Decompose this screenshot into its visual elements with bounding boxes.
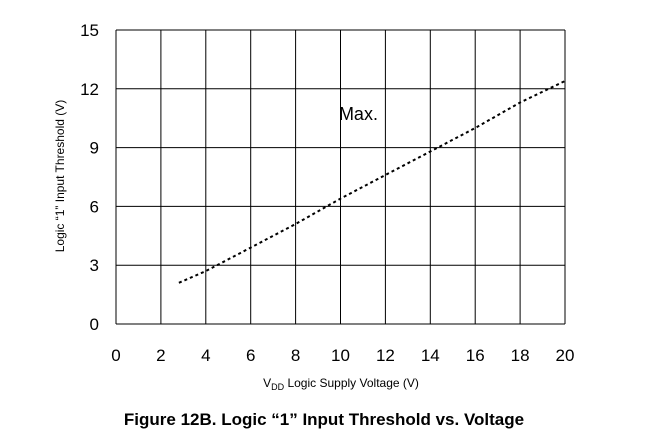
x-tick-label: 8 (291, 346, 300, 365)
y-tick-label: 0 (90, 315, 99, 334)
x-tick-label: 14 (421, 346, 440, 365)
y-axis-title: Logic “1” Input Threshold (V) (53, 100, 67, 253)
x-tick-label: 0 (111, 346, 120, 365)
figure-caption: Figure 12B. Logic “1” Input Threshold vs… (123, 410, 525, 429)
y-tick-label: 15 (80, 21, 99, 40)
y-tick-label: 9 (90, 139, 99, 158)
series-layer (178, 80, 566, 284)
x-tick-label: 6 (246, 346, 255, 365)
x-tick-label: 12 (376, 346, 395, 365)
x-tick-label: 20 (556, 346, 575, 365)
x-tick-label: 4 (201, 346, 210, 365)
y-tick-labels: 0 3 6 9 12 15 (80, 21, 99, 334)
chart: 0 2 4 6 8 10 12 14 16 18 20 0 3 6 9 12 15 Max. Logic “1… (53, 21, 574, 392)
series-annotation: Max. (339, 104, 378, 124)
y-tick-label: 12 (80, 80, 99, 99)
x-tick-label: 16 (466, 346, 485, 365)
x-tick-label: 18 (511, 346, 530, 365)
x-tick-label: 10 (331, 346, 350, 365)
y-tick-label: 3 (90, 256, 99, 275)
x-axis-title-subscript: DD (271, 382, 284, 392)
x-tick-labels: 0 2 4 6 8 10 12 14 16 18 20 (111, 346, 574, 365)
x-axis-title: VDD Logic Supply Voltage (V) (263, 376, 419, 392)
series-line-max (178, 80, 566, 284)
x-axis-title-rest: Logic Supply Voltage (V) (284, 376, 419, 390)
x-tick-label: 2 (156, 346, 165, 365)
grid (115, 29, 566, 325)
y-tick-label: 6 (90, 197, 99, 216)
x-axis-title-v: V (263, 376, 271, 390)
